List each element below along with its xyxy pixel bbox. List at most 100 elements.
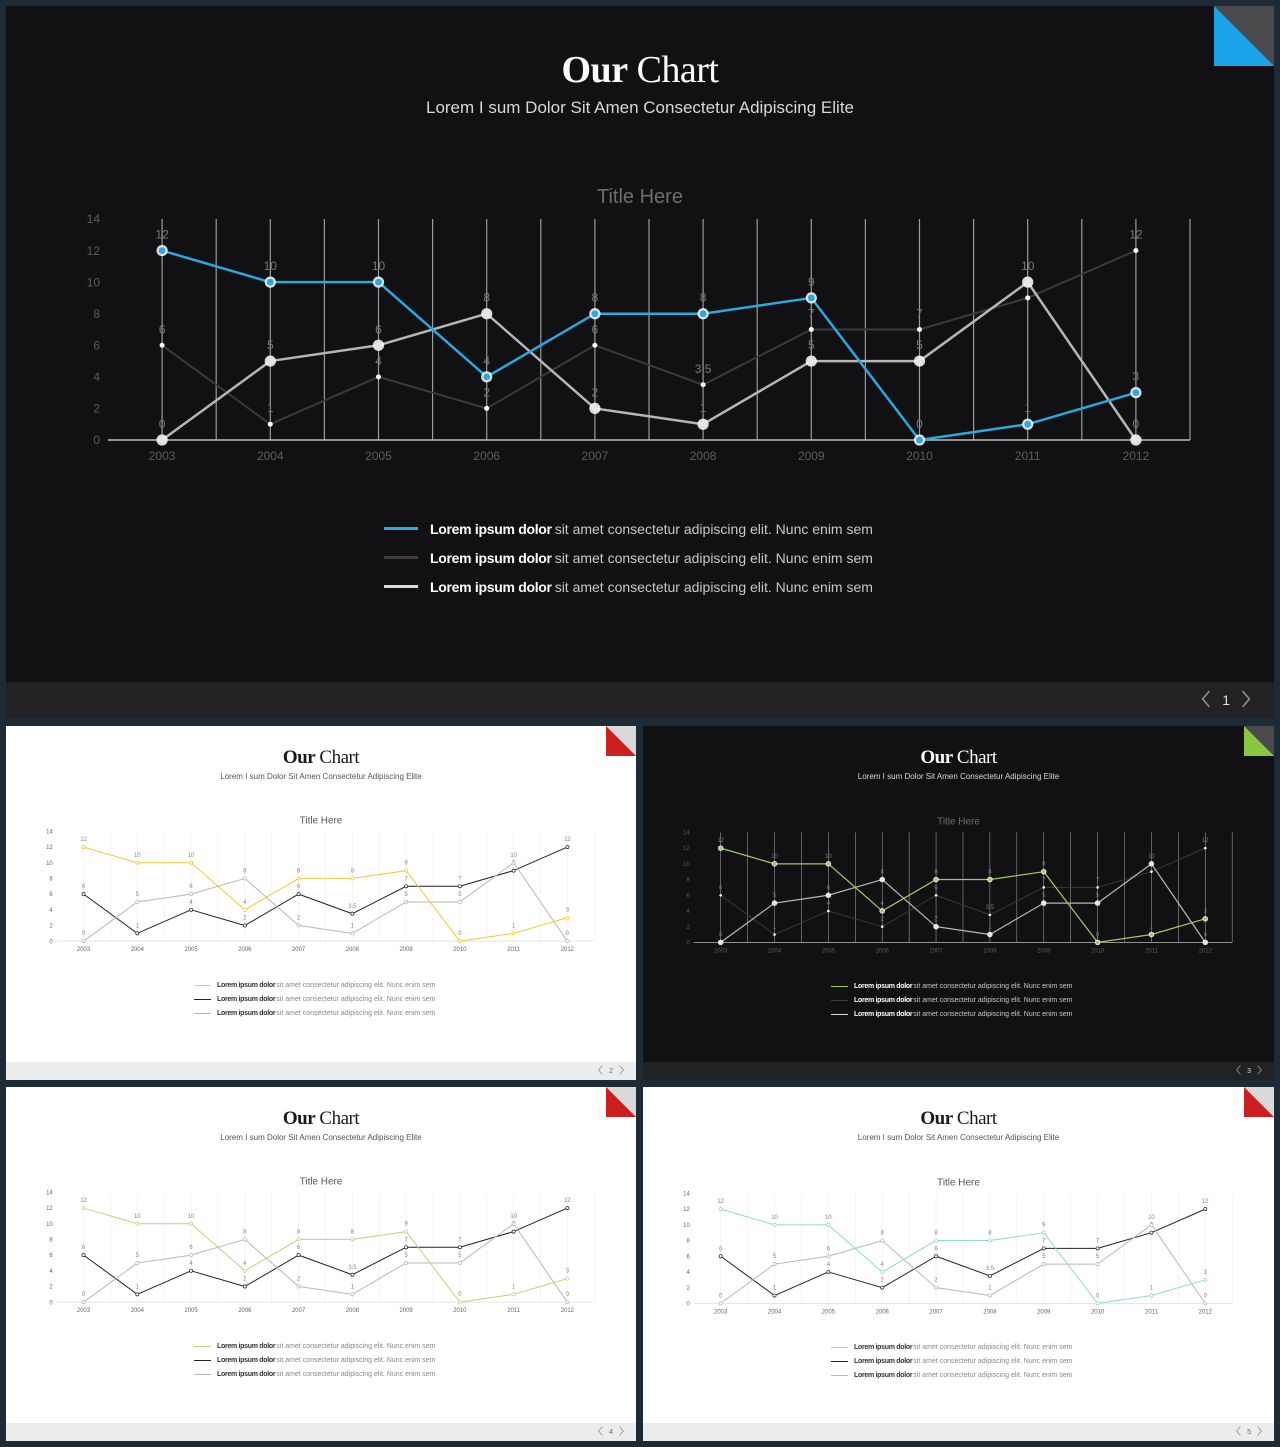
legend-swatch [194,998,211,1000]
data-point [592,342,598,348]
data-label: 2 [934,917,938,923]
y-tick-label: 8 [686,878,690,884]
y-tick-label: 0 [686,1301,690,1307]
slide-5[interactable]: Our Chart Lorem I sum Dolor Sit Amen Con… [643,1087,1274,1441]
legend-item: Lorem ipsum dolor sit amet consectetur a… [831,979,1072,993]
data-label: 10 [771,854,778,860]
chevron-right-icon[interactable] [1256,1426,1263,1438]
data-label: 1 [988,1286,992,1292]
data-label: 0 [82,1292,86,1298]
chevron-right-icon[interactable] [618,1065,625,1077]
title-bold-word: Our [282,747,316,768]
data-point [1095,940,1100,945]
y-tick-label: 14 [683,830,690,836]
y-tick-label: 12 [46,1206,53,1212]
page-number: 1 [1222,692,1230,708]
data-label: 8 [483,291,490,305]
data-label: 10 [1148,1215,1155,1221]
data-label: 2 [243,916,247,922]
data-label: 6 [297,884,301,890]
x-tick-label: 2005 [822,1309,836,1315]
data-label: 3.5 [695,362,712,376]
x-tick-label: 2012 [1123,449,1150,463]
legend-text: sit amet consectetur adipiscing elit. Nu… [554,578,873,595]
data-point [457,1261,462,1265]
chevron-left-icon[interactable] [597,1426,604,1438]
data-point [699,310,707,318]
series-line-2 [83,1207,568,1295]
data-point [158,247,166,254]
data-point [880,925,884,928]
slide-4[interactable]: Our Chart Lorem I sum Dolor Sit Amen Con… [6,1087,636,1441]
data-point [189,860,194,865]
data-label: 1 [512,1284,516,1290]
legend-item: Lorem ipsum dolor sit amet consectetur a… [831,1368,1072,1382]
data-label: 12 [80,1198,87,1204]
x-tick-label: 2007 [292,947,306,953]
data-label: 1 [1150,1286,1154,1292]
data-point [511,931,516,936]
chevron-right-icon[interactable] [618,1426,625,1438]
series-line-3 [83,1223,568,1303]
legend-swatch [194,1373,211,1375]
data-point [1024,420,1032,428]
data-point [699,420,707,428]
x-tick-label: 2008 [346,1308,360,1314]
data-label: 5 [1096,893,1100,899]
legend: Lorem ipsum dolor sit amet consectetur a… [194,978,435,1020]
data-label: 7 [1096,1238,1100,1244]
data-label: 4 [827,901,831,907]
y-tick-label: 0 [49,939,53,945]
data-point [242,907,247,912]
data-point [807,357,815,365]
data-label: 12 [1202,1199,1209,1205]
data-point [266,278,274,286]
chevron-right-icon[interactable] [1240,690,1252,711]
legend-text: sit amet consectetur adipiscing elit. Nu… [554,549,873,566]
legend-text: sit amet consectetur adipiscing elit. Nu… [913,996,1073,1004]
data-point [511,1229,516,1234]
data-point [718,1207,723,1212]
data-label: 12 [1202,838,1209,844]
data-label: 8 [988,870,992,876]
data-label: 10 [188,1214,195,1220]
data-label: 0 [159,417,166,431]
y-tick-label: 6 [49,892,53,898]
x-tick-label: 2011 [1145,948,1159,954]
y-tick-label: 4 [686,909,690,915]
legend-text: sit amet consectetur adipiscing elit. Nu… [554,520,873,537]
data-point [718,1254,723,1259]
y-tick-label: 4 [49,908,53,914]
page-number: 5 [1247,1428,1251,1436]
slide-3[interactable]: Our Chart Lorem I sum Dolor Sit Amen Con… [643,726,1274,1080]
data-point [916,357,923,365]
data-label: 7 [916,307,923,321]
data-label: 1 [267,401,274,415]
chevron-left-icon[interactable] [1235,1426,1242,1438]
legend-item: Lorem ipsum dolor sit amet consectetur a… [831,1007,1072,1021]
slide-2[interactable]: Our Chart Lorem I sum Dolor Sit Amen Con… [6,726,636,1080]
data-label: 1 [512,923,516,929]
series-line-1 [161,249,1137,442]
legend: Lorem ipsum dolor sit amet consectetur a… [831,979,1072,1021]
data-label: 2 [881,917,885,923]
legend-bold-label: Lorem ipsum dolor [217,995,276,1003]
data-point [565,1276,570,1281]
y-tick-label: 2 [686,925,690,931]
data-label: 0 [719,932,723,938]
chevron-right-icon[interactable] [1256,1065,1263,1077]
data-label: 10 [510,853,517,859]
data-point [81,1206,86,1210]
data-point [135,931,140,936]
title-light-word: Chart [956,1108,997,1129]
data-label: 3.5 [986,1266,995,1272]
slide-1[interactable]: Our Chart Lorem I sum Dolor Sit Amen Con… [6,6,1274,718]
chevron-left-icon[interactable] [597,1065,604,1077]
chevron-left-icon[interactable] [1200,690,1212,711]
chevron-left-icon[interactable] [1235,1065,1242,1077]
data-point [350,911,355,916]
legend-bold-label: Lorem ipsum dolor [217,1370,276,1378]
data-label: 6 [934,1246,938,1252]
x-tick-label: 2005 [184,947,198,953]
data-point [565,845,570,849]
